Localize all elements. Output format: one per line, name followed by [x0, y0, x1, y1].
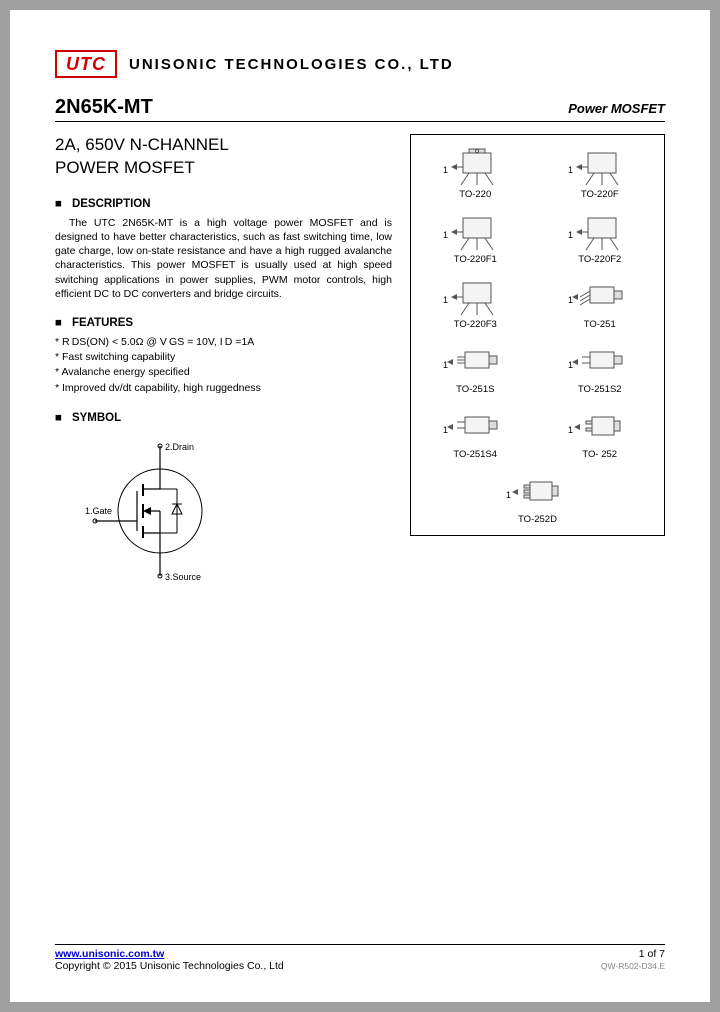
company-name: UNISONIC TECHNOLOGIES CO., LTD [129, 56, 454, 73]
package-icon: 1 [560, 340, 640, 382]
page-footer: www.unisonic.com.tw Copyright © 2015 Uni… [55, 944, 665, 972]
package-icon: 1 [435, 275, 515, 317]
svg-text:1: 1 [568, 360, 573, 370]
package-label: TO- 252 [582, 449, 617, 460]
package-icon: 1 [435, 405, 515, 447]
title-line-1: 2A, 650V N-CHANNEL [55, 135, 229, 154]
package-cell: 1 TO-220F [542, 145, 659, 200]
pin-drain-label: 2.Drain [165, 442, 194, 452]
description-text: The UTC 2N65K-MT is a high voltage power… [55, 216, 392, 301]
product-title: 2A, 650V N-CHANNEL POWER MOSFET [55, 134, 392, 180]
main-content: 2A, 650V N-CHANNEL POWER MOSFET DESCRIPT… [55, 128, 665, 589]
package-icon: 1 [560, 145, 640, 187]
feature-item: R DS(ON) < 5.0Ω @ V GS = 10V, I D =1A [55, 335, 392, 350]
package-label: TO-220F [581, 189, 619, 200]
feature-item: Avalanche energy specified [55, 365, 392, 380]
package-icon: 1 [560, 405, 640, 447]
package-cell: 1 TO-220F2 [542, 210, 659, 265]
package-icon: 1 [435, 210, 515, 252]
datasheet-page: UTC UNISONIC TECHNOLOGIES CO., LTD 2N65K… [10, 10, 710, 1002]
svg-text:1: 1 [443, 165, 448, 175]
footer-left: www.unisonic.com.tw Copyright © 2015 Uni… [55, 948, 284, 972]
package-icon: 1 [560, 210, 640, 252]
package-icon: 1 [498, 470, 578, 512]
header: UTC UNISONIC TECHNOLOGIES CO., LTD [55, 50, 665, 78]
svg-text:1: 1 [443, 425, 448, 435]
package-label: TO-251S [456, 384, 494, 395]
package-cell: 1 TO-251S2 [542, 340, 659, 395]
package-label: TO-220F2 [578, 254, 621, 265]
package-cell: 1 TO- 252 [542, 405, 659, 460]
pin-source-label: 3.Source [165, 572, 201, 582]
svg-text:1: 1 [568, 230, 573, 240]
package-cell: 1 TO-251 [542, 275, 659, 330]
package-grid: 1 TO-220 [417, 145, 658, 525]
package-cell: 1 TO-251S4 [417, 405, 534, 460]
package-box: 1 TO-220 [410, 134, 665, 536]
package-label: TO-251 [584, 319, 616, 330]
svg-text:1: 1 [443, 360, 448, 370]
pin-gate-label: 1.Gate [85, 506, 112, 516]
package-cell: 1 TO-220F1 [417, 210, 534, 265]
package-label: TO-220F3 [454, 319, 497, 330]
left-column: 2A, 650V N-CHANNEL POWER MOSFET DESCRIPT… [55, 128, 392, 589]
package-icon: 1 [435, 340, 515, 382]
feature-item: Improved dv/dt capability, high ruggedne… [55, 381, 392, 396]
package-label: TO-251S2 [578, 384, 622, 395]
svg-text:1: 1 [568, 425, 573, 435]
right-column: 1 TO-220 [410, 128, 665, 589]
package-cell: 1 TO-220 [417, 145, 534, 200]
svg-text:1: 1 [443, 295, 448, 305]
package-label: TO-220 [459, 189, 491, 200]
mosfet-symbol: 2.Drain 3.Source 1.Gate [85, 436, 392, 589]
description-heading: DESCRIPTION [55, 198, 392, 210]
utc-logo: UTC [55, 50, 117, 78]
part-header: 2N65K-MT Power MOSFET [55, 96, 665, 122]
footer-right: 1 of 7 QW-R502-D34.E [601, 948, 665, 972]
symbol-heading: SYMBOL [55, 412, 392, 424]
footer-doc-code: QW-R502-D34.E [601, 961, 665, 971]
footer-pager: 1 of 7 [639, 948, 665, 960]
package-cell: 1 TO-220F3 [417, 275, 534, 330]
part-number: 2N65K-MT [55, 96, 153, 119]
package-icon: 1 [560, 275, 640, 317]
mosfet-symbol-svg: 2.Drain 3.Source 1.Gate [85, 436, 235, 586]
package-label: TO-220F1 [454, 254, 497, 265]
package-icon: 1 [435, 145, 515, 187]
svg-text:1: 1 [506, 490, 511, 500]
svg-text:1: 1 [443, 230, 448, 240]
footer-copyright: Copyright © 2015 Unisonic Technologies C… [55, 960, 284, 972]
feature-item: Fast switching capability [55, 350, 392, 365]
svg-text:1: 1 [568, 165, 573, 175]
package-label: TO-251S4 [453, 449, 497, 460]
features-list: R DS(ON) < 5.0Ω @ V GS = 10V, I D =1A Fa… [55, 335, 392, 396]
footer-url[interactable]: www.unisonic.com.tw [55, 948, 164, 960]
package-cell: 1 TO-252D [498, 470, 578, 525]
product-category: Power MOSFET [568, 101, 665, 116]
package-last-row: 1 TO-252D [417, 470, 658, 525]
package-label: TO-252D [518, 514, 557, 525]
svg-text:1: 1 [568, 295, 573, 305]
package-cell: 1 TO-251S [417, 340, 534, 395]
title-line-2: POWER MOSFET [55, 158, 195, 177]
features-heading: FEATURES [55, 317, 392, 329]
